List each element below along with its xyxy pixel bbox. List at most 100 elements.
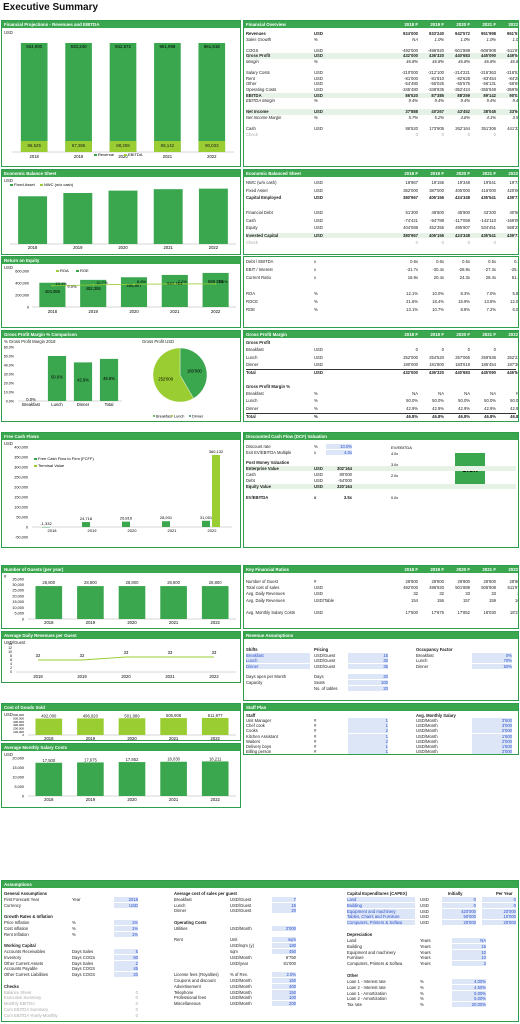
assumption-value[interactable]: 2'000: [272, 925, 296, 931]
capex-initial-input[interactable]: 20'000: [442, 920, 476, 926]
capex-item[interactable]: Building: [347, 902, 415, 908]
assumption-value[interactable]: 100: [272, 995, 296, 1001]
row-label: Avg. Daily Revenues: [246, 597, 285, 603]
staff-count-input[interactable]: 1: [348, 744, 388, 749]
assumption-label: Average cost of sales per guest: [174, 891, 237, 896]
staff-title: Staff: [246, 713, 256, 718]
assumption-value[interactable]: 2.0%: [272, 972, 296, 978]
staff-count-input[interactable]: 2: [348, 728, 388, 734]
salary-input[interactable]: 3'000: [472, 723, 512, 729]
assumption-value[interactable]: 5: [114, 949, 138, 954]
salary-input[interactable]: 1'500: [472, 744, 512, 749]
assumption-value: 0: [135, 1012, 138, 1018]
days-open-input[interactable]: 20: [348, 674, 388, 679]
x-tick-label: 2022: [211, 736, 221, 741]
ebitda-bar: [65, 141, 92, 152]
fcf-bar: [122, 521, 130, 527]
salary-input[interactable]: 2'000: [472, 749, 512, 754]
fcf-label: 26,816: [120, 516, 133, 521]
row-label: Debt / EBITDA: [246, 259, 274, 264]
other-rate-input[interactable]: 4.00%: [452, 979, 486, 984]
occupancy-input[interactable]: 50%: [472, 663, 512, 669]
dcf-value[interactable]: 10.0%: [326, 444, 352, 450]
capex-initial-input[interactable]: 50'000: [442, 914, 476, 920]
assumption-value[interactable]: 150: [272, 978, 296, 983]
capex-yearly-input[interactable]: 20'000: [482, 920, 516, 926]
assumption-value[interactable]: 7: [272, 896, 296, 902]
tables-input[interactable]: 20: [348, 686, 388, 691]
capex-yearly-input[interactable]: 10'000: [482, 914, 516, 920]
assumption-value[interactable]: 15: [272, 902, 296, 908]
assumption-value[interactable]: 150: [272, 989, 296, 995]
capex-yearly-input[interactable]: 0: [482, 897, 516, 902]
shift-price-input[interactable]: 15: [348, 653, 388, 658]
capex-item[interactable]: Land: [347, 897, 415, 902]
dep-years-input[interactable]: NA: [452, 938, 486, 943]
occupancy-input[interactable]: 70%: [472, 658, 512, 664]
staff-count-input[interactable]: 1: [348, 723, 388, 729]
staff-count-input[interactable]: 1: [348, 749, 388, 754]
other-rate-input[interactable]: 5.00%: [452, 990, 486, 996]
assumption-value[interactable]: 2: [114, 960, 138, 966]
assumption-value[interactable]: 1%: [114, 931, 138, 937]
capex-yearly-input[interactable]: 0: [482, 902, 516, 908]
other-rate-input[interactable]: 4.50%: [452, 984, 486, 990]
year-header: 2020 F: [456, 171, 470, 176]
other-rate-input[interactable]: 20.00%: [452, 1002, 486, 1008]
dep-years-input[interactable]: 15: [452, 943, 486, 949]
assumption-unit: Days Sales: [72, 949, 94, 954]
staff-count-input[interactable]: 2: [348, 738, 388, 744]
capex-yearly-input[interactable]: 20'000: [482, 908, 516, 914]
shift-name[interactable]: Lunch: [246, 658, 310, 664]
assumption-value[interactable]: 1%: [114, 920, 138, 925]
seats-input[interactable]: 100: [348, 680, 388, 685]
assumption-value[interactable]: sqm: [272, 937, 296, 943]
assumption-value[interactable]: 60: [114, 954, 138, 960]
row-value: 0: [493, 347, 496, 353]
row-value: 50.0%: [432, 398, 444, 404]
assumption-value[interactable]: 1%: [114, 925, 138, 931]
capex-initial-input[interactable]: 0: [442, 902, 476, 908]
assumption-value[interactable]: 400: [272, 983, 296, 989]
dep-years-input[interactable]: 10: [452, 955, 486, 961]
shift-name[interactable]: Breakfast: [246, 653, 310, 658]
occupancy-input[interactable]: 0%: [472, 653, 512, 658]
salary-input[interactable]: 2'000: [472, 738, 512, 744]
row-value: 9.4%: [460, 98, 470, 104]
capex-item[interactable]: Computers, Printers & Softwa: [347, 920, 415, 926]
capex-initial-input[interactable]: 0: [442, 897, 476, 902]
legend-revenue-swatch: [94, 154, 97, 156]
shift-name[interactable]: Dinner: [246, 663, 310, 669]
row-value: -355'948: [479, 87, 496, 92]
dep-years-input[interactable]: 10: [452, 949, 486, 955]
year-header: 2018 F: [404, 567, 418, 572]
assumption-unit: USD/Guest: [230, 896, 252, 902]
assumption-value[interactable]: 2018: [114, 896, 138, 902]
dcf-value[interactable]: 4.0x: [326, 450, 352, 456]
assumption-value[interactable]: 20: [114, 972, 138, 978]
assumption-value[interactable]: 450: [272, 949, 296, 954]
data-label: 18,030: [167, 757, 180, 762]
dep-years-input[interactable]: 3: [452, 961, 486, 967]
row-value: -348'935: [427, 87, 444, 92]
staff-count-input[interactable]: 1: [348, 718, 388, 723]
salary-input[interactable]: 2'000: [472, 728, 512, 734]
assumption-value[interactable]: 20: [272, 908, 296, 914]
assumption-value[interactable]: 200: [272, 1001, 296, 1007]
shift-price-input[interactable]: 30: [348, 658, 388, 664]
shift-price-input[interactable]: 35: [348, 663, 388, 669]
salary-input[interactable]: 3'500: [472, 718, 512, 723]
salary-input[interactable]: 1'500: [472, 733, 512, 739]
other-rate-input[interactable]: 5.00%: [452, 996, 486, 1002]
capex-item[interactable]: Tables, Chairs and Furniture: [347, 914, 415, 920]
row-value: -117'059: [454, 217, 470, 223]
assumption-value[interactable]: USD: [114, 902, 138, 908]
staff-count-input[interactable]: 1: [348, 733, 388, 739]
capex-initial-input[interactable]: 420'000: [442, 908, 476, 914]
terminal-label: 360,132: [209, 449, 224, 454]
capex-item[interactable]: Equipment and machinery: [347, 908, 415, 914]
table-row: Avg. Daily RevenuesUSD3232333333: [246, 591, 518, 596]
assumption-value[interactable]: 180: [272, 943, 296, 949]
staff-unit: #: [314, 728, 317, 734]
assumption-value[interactable]: 45: [114, 966, 138, 972]
